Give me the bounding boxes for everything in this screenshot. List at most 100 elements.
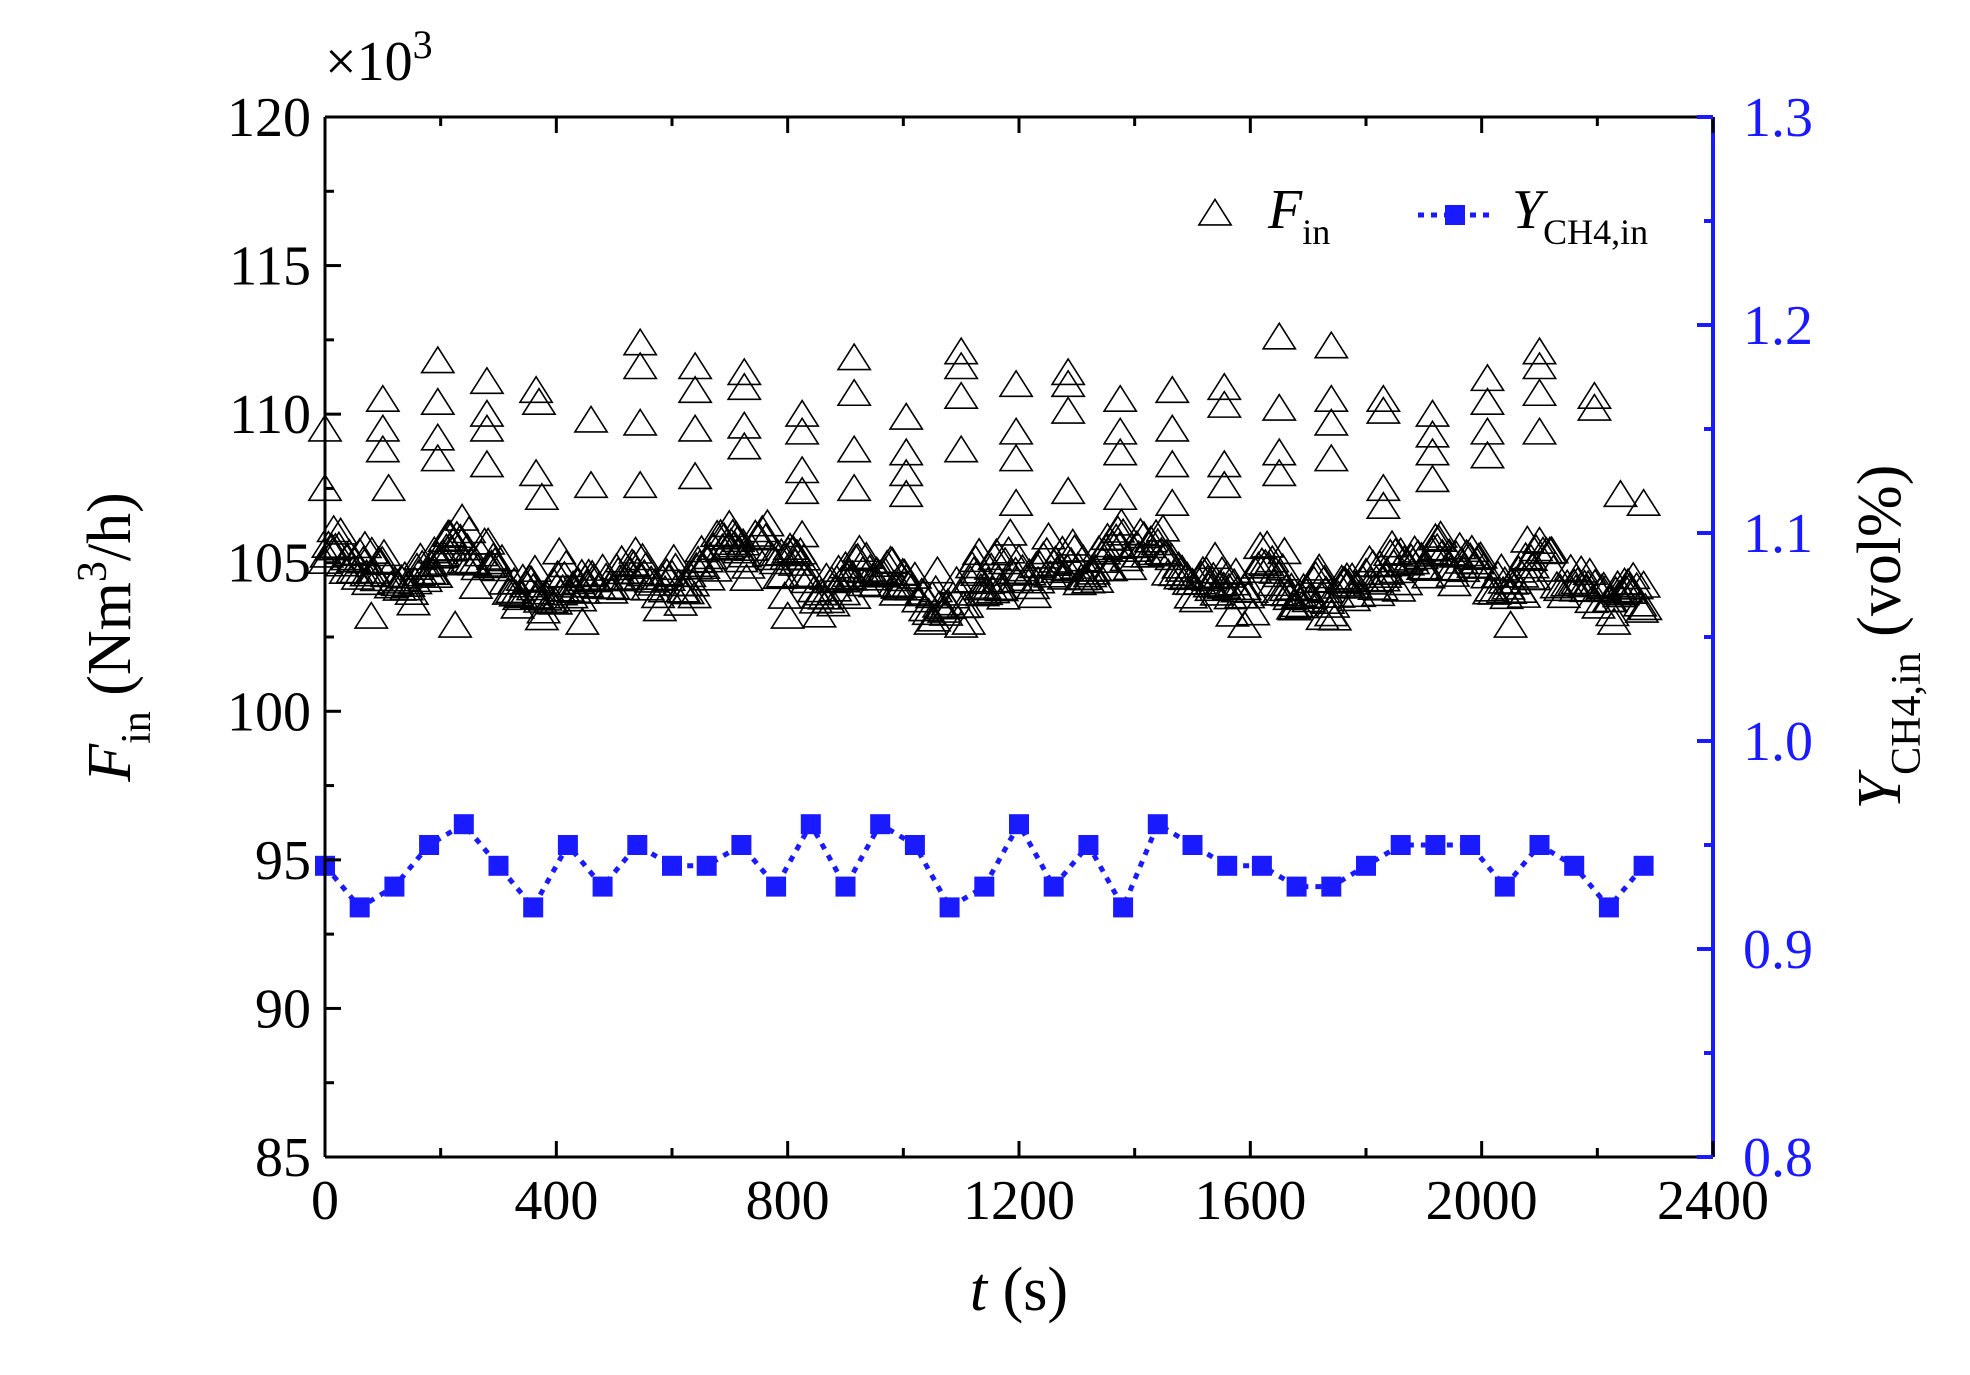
y-ch4-in-line — [323, 819, 1646, 914]
f-in-point — [1226, 572, 1263, 601]
f-in-point — [1249, 529, 1285, 558]
f-in-point — [451, 515, 487, 544]
f-in-point — [836, 434, 872, 463]
f-in-point — [401, 558, 437, 587]
f-in-point — [1204, 555, 1240, 584]
y-ch4-in-point — [627, 835, 648, 855]
x-tick-label: 1600 — [1194, 1170, 1306, 1232]
y-ch4-in-point — [766, 876, 787, 897]
f-in-point — [1261, 393, 1297, 421]
f-in-point — [912, 607, 949, 635]
f-in-point — [726, 372, 762, 401]
y-ch4-in-point — [1633, 855, 1654, 876]
f-in-point — [943, 610, 979, 638]
f-in-point — [1292, 581, 1329, 610]
f-in-point — [998, 416, 1034, 445]
y-ch4-in-point — [349, 897, 370, 918]
f-in-point — [1310, 586, 1346, 615]
f-in-point — [475, 542, 511, 570]
y-ch4-in-point — [1217, 855, 1238, 876]
f-in-point — [1046, 561, 1082, 590]
f-in-point — [1521, 336, 1558, 365]
f-in-point — [1148, 538, 1185, 567]
f-in-point — [675, 568, 711, 597]
f-in-point — [784, 399, 820, 427]
f-in-point — [617, 536, 654, 564]
f-in-point — [365, 434, 401, 463]
f-in-point — [569, 569, 605, 598]
f-in-point — [820, 554, 857, 583]
f-in-point — [1365, 473, 1401, 502]
f-in-point — [722, 535, 758, 564]
f-in-point — [1619, 571, 1655, 600]
f-in-point — [801, 599, 838, 628]
f-in-point — [439, 520, 475, 549]
y-ch4-in-point — [1598, 897, 1619, 918]
f-in-point — [748, 522, 784, 551]
axis-labels: ×103 t (s) Fin (Nm3/h) YCH4,in (vol%) — [70, 22, 1930, 1324]
f-in-point — [1206, 449, 1242, 478]
f-in-point — [1049, 553, 1086, 582]
f-in-point — [317, 532, 354, 561]
y-left-axis-title: Fin (Nm3/h) — [70, 492, 160, 783]
y-ch4-in-point — [662, 855, 682, 876]
f-in-point — [359, 563, 395, 592]
f-in-point — [1067, 562, 1103, 591]
f-in-point — [453, 546, 489, 575]
f-in-point — [622, 351, 658, 380]
f-in-point — [1218, 557, 1254, 585]
f-in-point — [737, 519, 773, 547]
f-in-point — [1284, 590, 1320, 619]
f-in-point — [1206, 470, 1242, 499]
f-in-point — [1143, 536, 1179, 565]
f-in-point — [622, 407, 658, 436]
f-in-point — [1414, 464, 1451, 493]
f-in-point — [677, 461, 713, 490]
y-left-tick-label: 120 — [227, 87, 311, 149]
f-in-point — [943, 336, 979, 365]
f-in-point — [1516, 562, 1552, 591]
y-ch4-in-point — [835, 876, 856, 897]
legend-entry-y-ch4-in: YCH4,in — [1418, 179, 1648, 252]
y-right-tick-label: 1.1 — [1743, 503, 1813, 565]
f-in-point — [726, 410, 762, 439]
f-in-point — [1466, 551, 1502, 579]
f-in-point — [1506, 580, 1542, 608]
f-in-point — [961, 537, 997, 566]
f-in-point — [1423, 520, 1459, 548]
y-left-tick-label: 95 — [255, 830, 311, 892]
f-in-point — [1313, 407, 1349, 436]
f-in-point — [1403, 541, 1440, 570]
f-in-point — [408, 564, 444, 593]
f-in-point — [518, 375, 554, 404]
f-in-point — [524, 482, 560, 511]
y-ch4-in-point — [1009, 814, 1029, 835]
y-left-tick-label: 110 — [229, 384, 311, 446]
f-in-point — [848, 541, 884, 570]
f-in-point — [1469, 387, 1506, 415]
y-left-multiplier: ×103 — [325, 22, 433, 93]
f-in-point — [1056, 533, 1093, 562]
legend-f-in-label: Fin — [1267, 179, 1330, 252]
f-in-point — [1079, 565, 1115, 594]
legend-square-marker — [1445, 205, 1465, 225]
x-tick-label: 0 — [311, 1170, 339, 1232]
f-in-point — [469, 449, 505, 478]
series-y-ch4-in — [315, 814, 1654, 918]
f-in-point — [1462, 540, 1499, 569]
f-in-point — [1521, 378, 1558, 407]
f-in-point — [978, 537, 1015, 566]
f-in-point — [1050, 476, 1086, 505]
legend-y-ch4-in-label: YCH4,in — [1512, 179, 1648, 252]
f-in-point — [1055, 527, 1091, 556]
f-in-point — [458, 571, 494, 600]
f-in-point — [1317, 602, 1353, 631]
f-in-point — [1577, 568, 1613, 597]
y-ch4-in-point — [1390, 835, 1411, 855]
f-in-point — [624, 542, 661, 571]
f-in-point — [836, 378, 872, 407]
y-left-tick-label: 105 — [227, 533, 311, 595]
f-in-point — [824, 564, 860, 593]
y-ch4-in-point — [1113, 897, 1134, 918]
f-in-point — [1278, 589, 1315, 618]
